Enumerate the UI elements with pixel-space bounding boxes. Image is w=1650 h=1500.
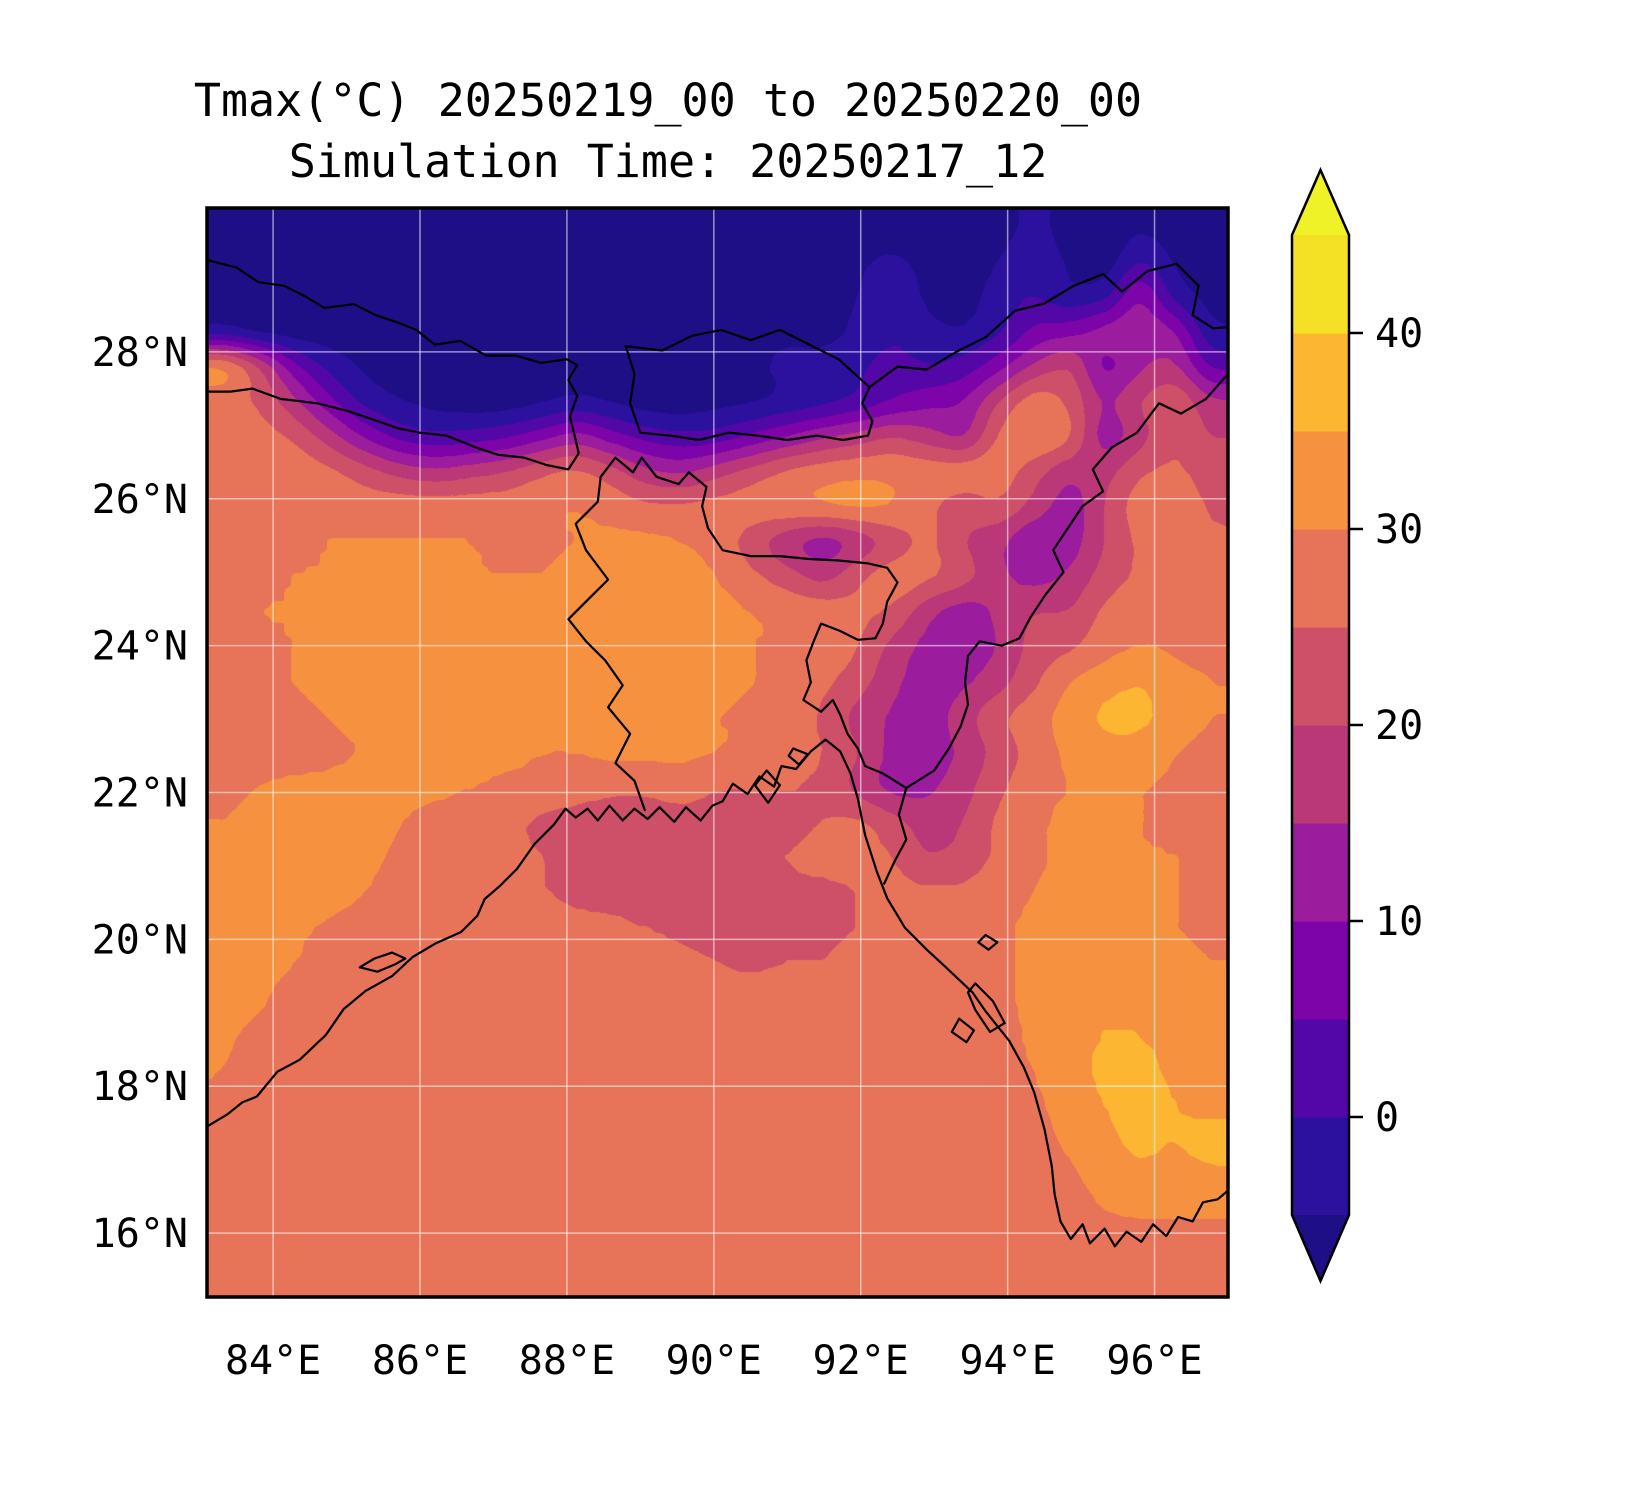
colorbar-segment: [1292, 333, 1349, 432]
x-tick-label: 90°E: [666, 1338, 762, 1384]
colorbar-segment: [1292, 431, 1349, 530]
graticule-gridlines: [207, 208, 1228, 1297]
colorbar-segment: [1292, 725, 1349, 824]
bhutan-south-east-border-outline: [639, 386, 874, 442]
y-tick-label: 26°N: [92, 477, 188, 523]
india-myanmar-border-outline: [905, 372, 1230, 790]
colorbar-segment: [1292, 921, 1349, 1020]
x-tick-label: 96°E: [1106, 1338, 1202, 1384]
small-island-outline: [977, 933, 999, 951]
chilika-lake-outline: [358, 951, 407, 973]
colorbar-segment: [1292, 1117, 1349, 1216]
x-tick-label: 92°E: [813, 1338, 909, 1384]
y-axis-tick-labels: 16°N 18°N 20°N 22°N 24°N 26°N 28°N: [92, 330, 188, 1257]
x-tick-label: 86°E: [372, 1338, 468, 1384]
bhutan-north-border-outline: [624, 328, 871, 389]
colorbar-tick-label: 30: [1375, 507, 1423, 553]
bhola-island-outline: [753, 769, 781, 804]
coastlines-and-borders: [205, 259, 1230, 1248]
y-tick-label: 22°N: [92, 771, 188, 817]
ramree-island-outline: [966, 982, 1006, 1033]
y-tick-label: 18°N: [92, 1064, 188, 1110]
y-tick-label: 20°N: [92, 917, 188, 963]
x-tick-label: 84°E: [225, 1338, 321, 1384]
map-frame: [205, 206, 1230, 1299]
y-tick-label: 16°N: [92, 1211, 188, 1257]
colorbar-segment: [1292, 1019, 1349, 1118]
nepal-north-border-outline: [205, 259, 579, 367]
x-axis-tick-labels: 84°E 86°E 88°E 90°E 92°E 94°E 96°E: [225, 1338, 1203, 1384]
colorbar-outline: [1290, 166, 1351, 1285]
bangladesh-border-outline: [567, 456, 908, 885]
y-tick-label: 24°N: [92, 624, 188, 670]
colorbar: 0 10 20 30 40: [1290, 166, 1423, 1285]
temperature-field-canvas: [207, 208, 1228, 1297]
colorbar-segment: [1292, 627, 1349, 726]
arunachal-china-border-outline: [868, 262, 1230, 389]
colorbar-tick-label: 40: [1375, 311, 1423, 357]
colorbar-tick-label: 0: [1375, 1095, 1399, 1141]
nepal-south-east-border-outline: [205, 364, 580, 471]
x-tick-label: 94°E: [959, 1338, 1055, 1384]
x-tick-label: 88°E: [519, 1338, 615, 1384]
colorbar-tick-label: 10: [1375, 899, 1423, 945]
cheduba-island-outline: [950, 1017, 975, 1044]
plot-subtitle: Simulation Time: 20250217_12: [289, 135, 1048, 188]
y-tick-label: 28°N: [92, 330, 188, 376]
colorbar-under-arrow: [1292, 1215, 1349, 1281]
plot-title: Tmax(°C) 20250219_00 to 20250220_00: [194, 74, 1142, 127]
colorbar-over-arrow: [1292, 170, 1349, 235]
colorbar-segment: [1292, 235, 1349, 334]
colorbar-segment: [1292, 823, 1349, 922]
bay-of-bengal-coast-outline: [205, 738, 1230, 1248]
sikkim-east-border-outline: [624, 345, 642, 434]
colorbar-segment: [1292, 529, 1349, 628]
hatiya-island-outline: [787, 747, 809, 766]
colorbar-tick-label: 20: [1375, 703, 1423, 749]
